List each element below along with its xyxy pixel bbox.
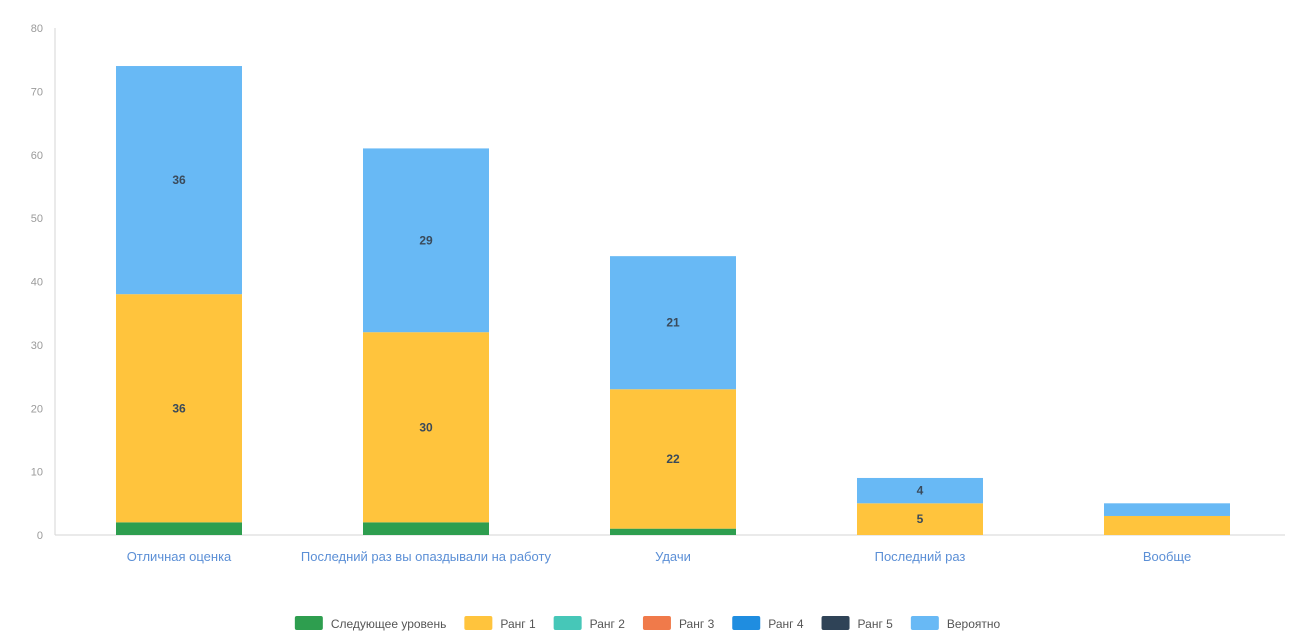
- legend-swatch: [553, 616, 582, 630]
- bar-segment[interactable]: [116, 66, 242, 295]
- legend-label: Ранг 3: [679, 617, 715, 631]
- bar-value-label: 36: [172, 401, 186, 415]
- bar-value-label: 29: [419, 233, 433, 247]
- bar-segment[interactable]: [857, 503, 983, 535]
- legend-item[interactable]: Ранг 3: [642, 616, 715, 631]
- bar-segment[interactable]: [116, 522, 242, 535]
- x-category-label: Отличная оценка: [127, 549, 232, 564]
- legend-swatch: [821, 616, 850, 630]
- bar-segment[interactable]: [363, 522, 489, 535]
- legend-swatch: [294, 616, 323, 630]
- legend-item[interactable]: Ранг 5: [821, 616, 894, 631]
- legend-item[interactable]: Ранг 4: [732, 616, 804, 631]
- y-tick-label: 80: [31, 23, 43, 35]
- legend[interactable]: Следующее уровень Ранг 1 Ранг 2 Ранг 3 Ранг …: [294, 616, 1001, 631]
- legend-label: Ранг 2: [590, 617, 626, 631]
- y-tick-label: 20: [31, 403, 43, 415]
- bars: [116, 66, 1230, 535]
- bar-value-label: 21: [666, 316, 680, 330]
- legend-label: Вероятно: [947, 617, 1001, 631]
- bar-segment[interactable]: [610, 256, 736, 390]
- y-tick-label: 10: [31, 467, 43, 479]
- y-tick-label: 30: [31, 340, 43, 352]
- legend-swatch: [910, 616, 939, 630]
- x-category-label: Вообще: [1143, 549, 1191, 564]
- x-category-label: Последний раз: [875, 549, 966, 564]
- legend-swatch: [642, 616, 671, 630]
- legend-label: Ранг 4: [768, 617, 804, 631]
- y-tick-label: 60: [31, 150, 43, 162]
- bar-segment[interactable]: [610, 389, 736, 529]
- legend-item[interactable]: Вероятно: [910, 616, 1001, 631]
- y-tick-label: 40: [31, 277, 43, 289]
- y-axis: 0 10 20 30 40 50 60 70 80: [31, 23, 56, 542]
- bar-segment[interactable]: [1104, 515, 1230, 535]
- legend-swatch: [732, 616, 761, 630]
- y-tick-label: 50: [31, 213, 43, 225]
- x-category-label: Удачи: [655, 549, 691, 564]
- legend-item[interactable]: Следующее уровень: [294, 616, 447, 631]
- y-tick-label: 0: [37, 530, 43, 542]
- legend-label: Ранг 1: [500, 617, 536, 631]
- bar-segment[interactable]: [363, 148, 489, 333]
- bar-value-label: 30: [419, 420, 433, 434]
- bar-value-label: 5: [917, 512, 924, 526]
- legend-swatch: [464, 616, 493, 630]
- legend-label: Ранг 5: [858, 617, 894, 631]
- bar-value-label: 22: [666, 452, 680, 466]
- bar-segment[interactable]: [116, 294, 242, 523]
- data-labels: 36 36 30 29 22 21 5 4: [172, 173, 923, 526]
- bar-segment[interactable]: [610, 528, 736, 535]
- legend-item[interactable]: Ранг 2: [553, 616, 626, 631]
- legend-item[interactable]: Ранг 1: [464, 616, 536, 631]
- bar-value-label: 36: [172, 173, 186, 187]
- x-axis: Отличная оценка Последний раз вы опаздыва…: [55, 534, 1285, 564]
- y-tick-label: 70: [31, 86, 43, 98]
- legend-label: Следующее уровень: [331, 617, 447, 631]
- bar-value-label: 4: [917, 484, 924, 498]
- x-category-label: Последний раз вы опаздывали на работу: [301, 549, 552, 564]
- bar-segment[interactable]: [1104, 503, 1230, 516]
- bar-segment[interactable]: [857, 477, 983, 504]
- bar-segment[interactable]: [363, 332, 489, 523]
